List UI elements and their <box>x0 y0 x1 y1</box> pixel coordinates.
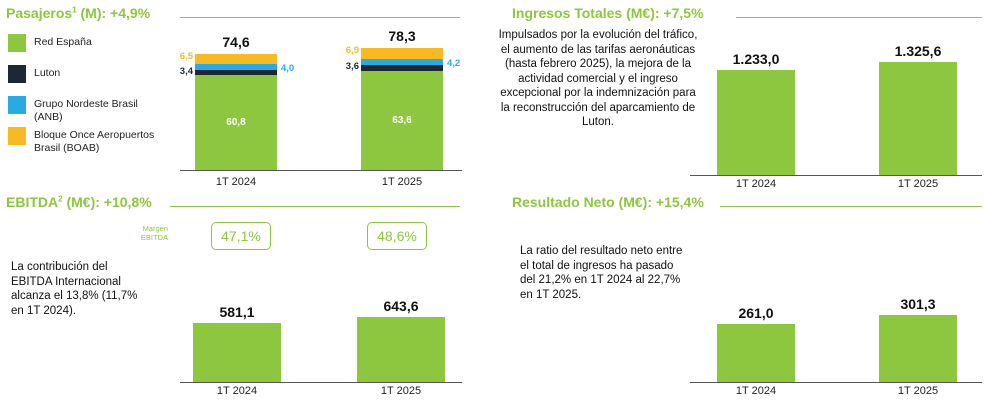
x-axis-line <box>180 170 462 171</box>
bar-value-label: 261,0 <box>738 304 774 321</box>
x-tick-label: 1T 2024 <box>735 385 777 397</box>
passengers-title-rule <box>180 17 460 18</box>
x-axis-line <box>690 175 982 176</box>
segment-boab <box>195 53 277 64</box>
segment-luton <box>195 70 277 76</box>
bar <box>193 322 281 382</box>
segment-anb <box>361 58 443 66</box>
bar-value-label: 1.325,6 <box>894 42 942 59</box>
segment-value-label: 6,5 <box>179 50 193 62</box>
bar-value-label: 643,6 <box>383 297 419 314</box>
revenue-title-rule <box>736 17 982 18</box>
legend-label: Bloque Once Aeropuertos Brasil (BOAB) <box>34 129 155 154</box>
bar <box>717 323 795 382</box>
legend-swatch <box>8 34 26 52</box>
bar <box>357 316 445 382</box>
x-tick-label: 1T 2025 <box>380 385 422 397</box>
x-tick-label: 1T 2025 <box>381 176 423 188</box>
legend-swatch <box>8 65 26 83</box>
segment-value-label: 4,0 <box>281 62 295 74</box>
segment-value-label: 3,6 <box>345 61 359 73</box>
legend-swatch <box>8 127 26 145</box>
x-tick-label: 1T 2024 <box>735 178 777 190</box>
bar-total-label: 74,6 <box>222 33 250 50</box>
segment-value-label: 63,6 <box>392 114 412 126</box>
x-axis-line <box>690 382 982 383</box>
ebitda-title-rule <box>170 206 460 207</box>
revenue-title: Ingresos Totales (M€): +7,5% <box>512 5 704 21</box>
bar-value-label: 301,3 <box>900 295 936 312</box>
bar-value-label: 581,1 <box>219 303 255 320</box>
x-tick-label: 1T 2024 <box>216 385 258 397</box>
segment-value-label: 6,9 <box>345 45 359 57</box>
x-axis-line <box>180 382 462 383</box>
x-tick-label: 1T 2024 <box>215 176 257 188</box>
ebitda-description: La contribución del EBITDA Internacional… <box>11 261 138 317</box>
x-tick-label: 1T 2025 <box>897 178 939 190</box>
ebitda-margin-caption: Margen EBITDA <box>140 224 168 242</box>
legend-label: Grupo Nordeste Brasil (ANB) <box>34 98 138 123</box>
legend-swatch <box>8 96 26 114</box>
bar <box>879 314 957 382</box>
net-chart: 261,0 1T 2024 301,3 1T 2025 <box>690 250 982 408</box>
bar <box>879 61 957 175</box>
ebitda-margin-1t2025: 48,6% <box>367 222 427 250</box>
revenue-chart: 1.233,0 1T 2024 1.325,6 1T 2025 <box>690 30 982 190</box>
bar-total-label: 78,3 <box>388 28 416 45</box>
ebitda-title: EBITDA2 (M€): +10,8% <box>6 194 152 210</box>
bar-value-label: 1.233,0 <box>732 50 780 67</box>
segment-value-label: 60,8 <box>226 116 246 128</box>
ebitda-margin-1t2024: 47,1% <box>211 222 271 250</box>
legend-label: Luton <box>34 67 61 79</box>
bar <box>717 69 795 175</box>
segment-red-espana <box>195 75 277 170</box>
segment-anb <box>195 63 277 71</box>
net-description: La ratio del resultado neto entre el tot… <box>520 245 683 301</box>
segment-value-label: 3,4 <box>179 66 193 78</box>
legend-label: Red España <box>34 36 92 48</box>
passengers-chart: 60,8 3,4 6,5 4,0 74,6 1T 2024 63,6 3,6 6,9 4,2 78,… <box>180 28 462 190</box>
x-tick-label: 1T 2025 <box>897 385 939 397</box>
passengers-title: Pasajeros1 (M): +4,9% <box>6 5 151 21</box>
segment-value-label: 4,2 <box>447 57 461 69</box>
net-title: Resultado Neto (M€): +15,4% <box>512 194 704 210</box>
net-title-rule <box>720 206 982 207</box>
segment-red-espana <box>361 71 443 170</box>
revenue-description: Impulsados por la evolución del tráfico,… <box>498 29 698 128</box>
segment-luton <box>361 65 443 72</box>
ebitda-chart: 581,1 1T 2024 643,6 1T 2025 <box>180 250 462 408</box>
segment-boab <box>361 48 443 59</box>
